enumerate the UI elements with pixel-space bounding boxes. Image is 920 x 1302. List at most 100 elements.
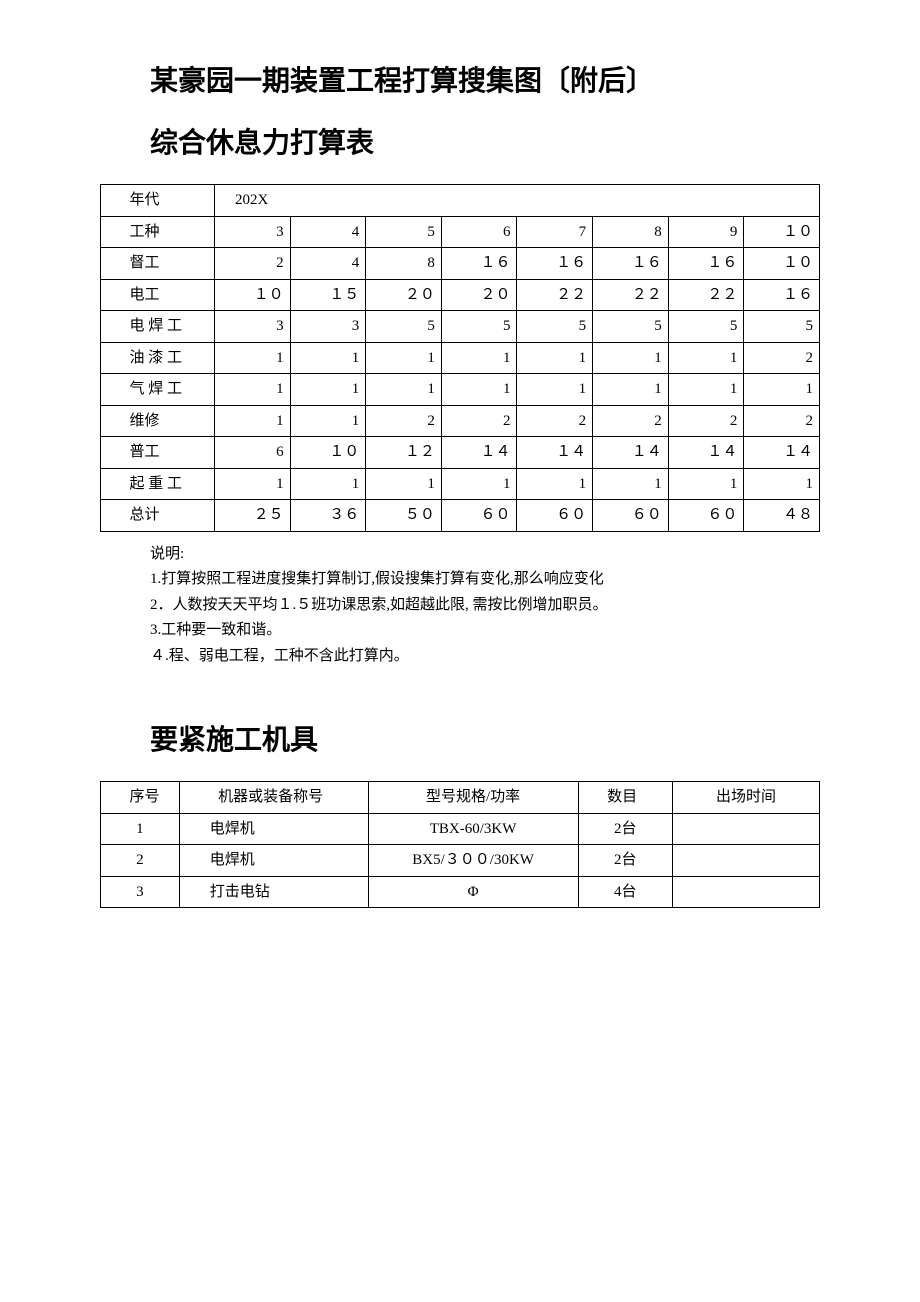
row-label: 起 重 工 (101, 468, 215, 500)
heading-main: 某豪园一期装置工程打算搜集图〔附后〕 (100, 60, 820, 102)
cell-value: 1 (214, 342, 290, 374)
cell-value: 5 (517, 311, 593, 343)
cell-value: １２ (366, 437, 442, 469)
cell-value: 2 (744, 342, 820, 374)
cell-spec: TBX-60/3KW (368, 813, 578, 845)
cell-value: 1 (668, 342, 744, 374)
cell-value: 1 (441, 468, 517, 500)
cell-value: 1 (214, 468, 290, 500)
cell-value: 1 (214, 405, 290, 437)
month-header: 3 (214, 216, 290, 248)
cell-time (673, 845, 820, 877)
cell-qty: 2台 (578, 813, 672, 845)
cell-value: １４ (668, 437, 744, 469)
heading-table1: 综合休息力打算表 (100, 122, 820, 164)
cell-value: 1 (290, 468, 366, 500)
table-row: 油 漆 工11111112 (101, 342, 820, 374)
cell-value: １０ (214, 279, 290, 311)
note-line: 3.工种要一致和谐。 (150, 618, 820, 644)
cell-value: 1 (744, 374, 820, 406)
table-row: 3打击电钻Φ4台 (101, 876, 820, 908)
type-label: 工种 (101, 216, 215, 248)
row-label: 气 焊 工 (101, 374, 215, 406)
cell-value: １５ (290, 279, 366, 311)
cell-name: 电焊机 (179, 813, 368, 845)
cell-seq: 1 (101, 813, 180, 845)
notes-block: 说明: 1.打算按照工程进度搜集打算制订,假设搜集打算有变化,那么响应变化2．人… (100, 542, 820, 670)
cell-value: 2 (744, 405, 820, 437)
cell-value: １４ (593, 437, 669, 469)
cell-value: 2 (593, 405, 669, 437)
cell-value: ２２ (593, 279, 669, 311)
cell-value: 1 (441, 374, 517, 406)
row-label: 油 漆 工 (101, 342, 215, 374)
row-label: 普工 (101, 437, 215, 469)
cell-value: ６０ (668, 500, 744, 532)
table-row: 气 焊 工11111111 (101, 374, 820, 406)
month-header: 5 (366, 216, 442, 248)
note-line: 2．人数按天天平均１.５班功课思索,如超越此限, 需按比例增加职员。 (150, 593, 820, 619)
cell-value: 3 (290, 311, 366, 343)
cell-value: 1 (366, 374, 442, 406)
note-line: ４.程、弱电工程，工种不含此打算内。 (150, 644, 820, 670)
month-header: 4 (290, 216, 366, 248)
month-header: 8 (593, 216, 669, 248)
month-header: 9 (668, 216, 744, 248)
cell-value: 1 (366, 342, 442, 374)
table-row: 总计２５３６５０６０６０６０６０４８ (101, 500, 820, 532)
cell-value: 1 (668, 374, 744, 406)
col-header-spec: 型号规格/功率 (368, 782, 578, 814)
cell-value: 5 (441, 311, 517, 343)
cell-spec: Φ (368, 876, 578, 908)
month-header: １０ (744, 216, 820, 248)
cell-qty: 2台 (578, 845, 672, 877)
month-header: 7 (517, 216, 593, 248)
cell-value: 8 (366, 248, 442, 280)
cell-value: 1 (517, 468, 593, 500)
cell-value: １０ (744, 248, 820, 280)
row-label: 维修 (101, 405, 215, 437)
cell-value: 1 (517, 374, 593, 406)
labor-plan-table: 年代 202X 工种 3456789１０ 督工248１６１６１６１６１０电工１０… (100, 184, 820, 532)
cell-value: ６０ (593, 500, 669, 532)
col-header-time: 出场时间 (673, 782, 820, 814)
cell-value: １４ (517, 437, 593, 469)
cell-value: 2 (517, 405, 593, 437)
cell-value: 2 (366, 405, 442, 437)
cell-name: 电焊机 (179, 845, 368, 877)
cell-value: 3 (214, 311, 290, 343)
cell-value: 6 (214, 437, 290, 469)
cell-value: 1 (214, 374, 290, 406)
year-value: 202X (214, 185, 819, 217)
cell-value: ３６ (290, 500, 366, 532)
cell-value: ２０ (366, 279, 442, 311)
table-row: 督工248１６１６１６１６１０ (101, 248, 820, 280)
cell-value: 1 (593, 342, 669, 374)
cell-value: １６ (517, 248, 593, 280)
cell-value: 4 (290, 248, 366, 280)
col-header-qty: 数目 (578, 782, 672, 814)
table-row: 普工6１０１２１４１４１４１４１４ (101, 437, 820, 469)
cell-value: 1 (593, 374, 669, 406)
table-row: 电工１０１５２０２０２２２２２２１６ (101, 279, 820, 311)
table-row: 年代 202X (101, 185, 820, 217)
heading-table2: 要紧施工机具 (100, 719, 820, 761)
cell-seq: 2 (101, 845, 180, 877)
cell-value: 1 (517, 342, 593, 374)
cell-value: ２２ (668, 279, 744, 311)
cell-value: 1 (290, 342, 366, 374)
table-row: 工种 3456789１０ (101, 216, 820, 248)
row-label: 电 焊 工 (101, 311, 215, 343)
table-row: 2电焊机BX5/３００/30KW2台 (101, 845, 820, 877)
note-line: 1.打算按照工程进度搜集打算制订,假设搜集打算有变化,那么响应变化 (150, 567, 820, 593)
cell-value: 1 (668, 468, 744, 500)
cell-value: 5 (366, 311, 442, 343)
table-row: 起 重 工11111111 (101, 468, 820, 500)
cell-value: ２０ (441, 279, 517, 311)
cell-value: 1 (441, 342, 517, 374)
table-row: 电 焊 工33555555 (101, 311, 820, 343)
month-header: 6 (441, 216, 517, 248)
cell-value: １４ (441, 437, 517, 469)
cell-name: 打击电钻 (179, 876, 368, 908)
cell-value: １６ (744, 279, 820, 311)
